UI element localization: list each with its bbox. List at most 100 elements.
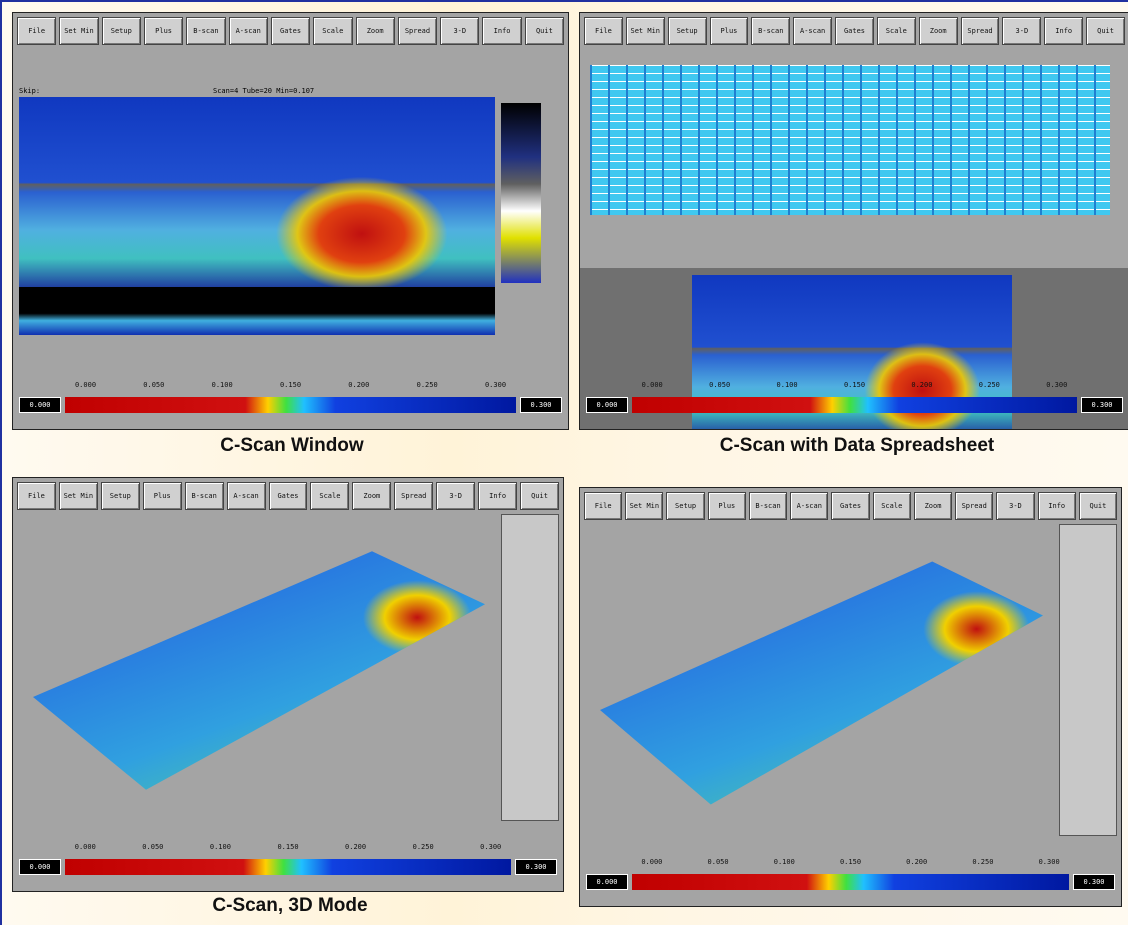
color-tick-label: 0.250 [417, 381, 438, 389]
toolbar-button[interactable]: Setup [102, 17, 141, 45]
side-bar [501, 103, 541, 283]
color-tick-label: 0.300 [480, 843, 501, 851]
toolbar-button[interactable]: Info [478, 482, 517, 510]
toolbar-button[interactable]: Scale [877, 17, 916, 45]
color-gradient [632, 397, 1077, 413]
toolbar-button[interactable]: Zoom [352, 482, 391, 510]
toolbar-button[interactable]: Spread [398, 17, 437, 45]
toolbar-button[interactable]: Setup [668, 17, 707, 45]
toolbar-button[interactable]: 3-D [440, 17, 479, 45]
toolbar-button[interactable]: Spread [961, 17, 1000, 45]
toolbar-button[interactable]: Gates [835, 17, 874, 45]
bscan-strip [19, 287, 495, 335]
color-max: 0.300 [520, 397, 562, 413]
toolbar-button[interactable]: Zoom [914, 492, 952, 520]
toolbar-button[interactable]: Info [1044, 17, 1083, 45]
toolbar-button[interactable]: Set Min [625, 492, 663, 520]
toolbar-button[interactable]: Gates [269, 482, 308, 510]
toolbar-button[interactable]: Quit [525, 17, 564, 45]
toolbar-button[interactable]: Gates [271, 17, 310, 45]
toolbar-button[interactable]: Gates [831, 492, 869, 520]
color-tick-label: 0.250 [413, 843, 434, 851]
color-gradient [65, 397, 516, 413]
toolbar-button[interactable]: Set Min [59, 17, 98, 45]
toolbar-button[interactable]: B-scan [749, 492, 787, 520]
toolbar-button[interactable]: Plus [710, 17, 749, 45]
toolbar-button[interactable]: Set Min [59, 482, 98, 510]
color-tick-label: 0.050 [709, 381, 730, 389]
toolbar-button[interactable]: File [17, 482, 56, 510]
color-tick-label: 0.150 [840, 858, 861, 866]
toolbar-button[interactable]: Scale [310, 482, 349, 510]
spreadsheet [590, 65, 1110, 215]
color-tick-label: 0.050 [143, 381, 164, 389]
color-tick-label: 0.300 [485, 381, 506, 389]
toolbar-button[interactable]: Plus [143, 482, 182, 510]
color-tick-label: 0.150 [280, 381, 301, 389]
toolbar-button[interactable]: Scale [873, 492, 911, 520]
toolbar-button[interactable]: A-scan [790, 492, 828, 520]
toolbar-button[interactable]: Quit [520, 482, 559, 510]
toolbar-button[interactable]: B-scan [185, 482, 224, 510]
color-max: 0.300 [1073, 874, 1115, 890]
side-menu [1059, 524, 1117, 836]
color-tick-label: 0.100 [777, 381, 798, 389]
toolbar-button[interactable]: Spread [955, 492, 993, 520]
color-tick-label: 0.200 [345, 843, 366, 851]
toolbar-button[interactable]: Quit [1079, 492, 1117, 520]
toolbar-button[interactable]: 3-D [996, 492, 1034, 520]
color-tick-label: 0.300 [1046, 381, 1067, 389]
color-tick-label: 0.150 [844, 381, 865, 389]
color-min: 0.000 [586, 397, 628, 413]
toolbar-button[interactable]: Info [482, 17, 521, 45]
toolbar-button[interactable]: A-scan [793, 17, 832, 45]
color-tick-label: 0.050 [708, 858, 729, 866]
color-gradient [632, 874, 1069, 890]
toolbar-button[interactable]: Info [1038, 492, 1076, 520]
toolbar-button[interactable]: 3-D [436, 482, 475, 510]
surface-3d [600, 548, 1043, 818]
toolbar-button[interactable]: A-scan [227, 482, 266, 510]
color-tick-label: 0.200 [906, 858, 927, 866]
color-tick-label: 0.200 [348, 381, 369, 389]
color-tick-label: 0.300 [1039, 858, 1060, 866]
color-tick-label: 0.250 [979, 381, 1000, 389]
toolbar-button[interactable]: Scale [313, 17, 352, 45]
toolbar-button[interactable]: B-scan [186, 17, 225, 45]
toolbar-button[interactable]: Setup [666, 492, 704, 520]
toolbar-button[interactable]: Plus [144, 17, 183, 45]
toolbar-button[interactable]: Plus [708, 492, 746, 520]
color-max: 0.300 [515, 859, 557, 875]
toolbar-button[interactable]: Zoom [919, 17, 958, 45]
toolbar-button[interactable]: Spread [394, 482, 433, 510]
toolbar-button[interactable]: File [17, 17, 56, 45]
toolbar-button[interactable]: Quit [1086, 17, 1125, 45]
toolbar-button[interactable]: File [584, 492, 622, 520]
color-gradient [65, 859, 511, 875]
toolbar-button[interactable]: B-scan [751, 17, 790, 45]
toolbar-button[interactable]: Zoom [356, 17, 395, 45]
toolbar-button[interactable]: 3-D [1002, 17, 1041, 45]
toolbar-button[interactable]: A-scan [229, 17, 268, 45]
color-min: 0.000 [586, 874, 628, 890]
caption: C-Scan Window [220, 435, 363, 457]
color-tick-label: 0.200 [911, 381, 932, 389]
caption: C-Scan, 3D Mode [212, 895, 367, 917]
toolbar-button[interactable]: Setup [101, 482, 140, 510]
color-tick-label: 0.100 [774, 858, 795, 866]
toolbar-button[interactable]: Set Min [626, 17, 665, 45]
skip-label: Skip: [19, 87, 40, 95]
color-tick-label: 0.000 [75, 381, 96, 389]
toolbar-button[interactable]: File [584, 17, 623, 45]
caption: C-Scan with Data Spreadsheet [720, 435, 995, 457]
